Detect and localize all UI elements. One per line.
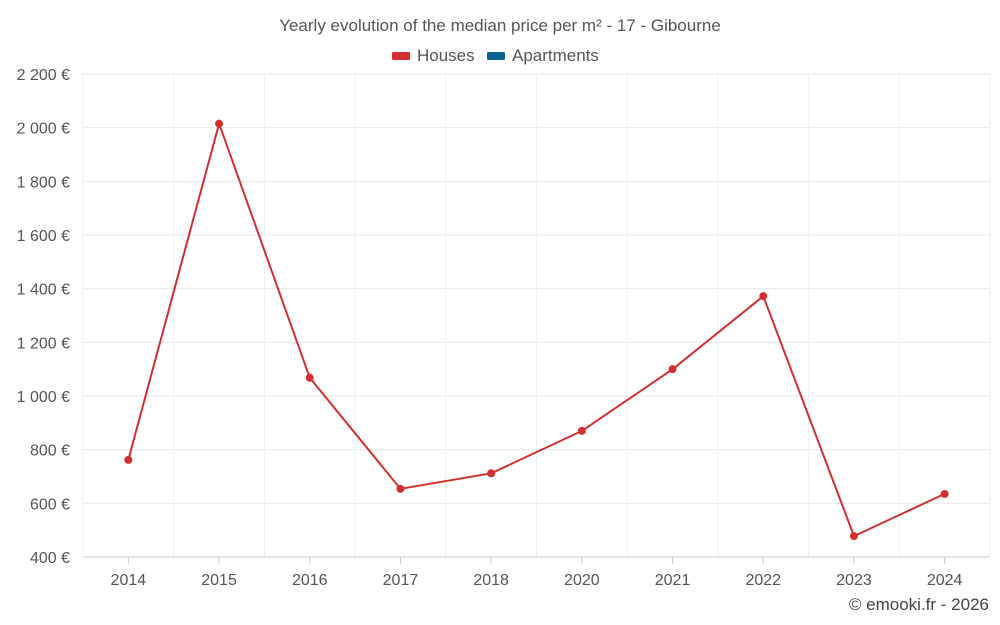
data-point-houses (759, 292, 768, 301)
data-point-houses (849, 532, 858, 541)
x-tick-label: 2014 (111, 572, 147, 589)
y-tick-label: 600 € (30, 496, 70, 513)
x-tick-label: 2018 (473, 572, 509, 589)
y-tick-label: 2 200 € (17, 67, 70, 84)
chart-title: Yearly evolution of the median price per… (279, 16, 721, 35)
x-tick-label: 2020 (564, 572, 600, 589)
y-tick-label: 2 000 € (17, 121, 70, 138)
y-tick-label: 1 400 € (17, 282, 70, 299)
series-layer (124, 119, 949, 541)
data-point-houses (487, 469, 496, 478)
data-point-houses (940, 489, 949, 498)
x-tick-label: 2017 (383, 572, 419, 589)
x-tick-label: 2022 (745, 572, 781, 589)
data-point-houses (577, 426, 586, 435)
y-tick-label: 1 800 € (17, 174, 70, 191)
data-point-houses (396, 484, 405, 493)
legend-label-apartments: Apartments (512, 46, 599, 65)
legend-swatch-apartments (487, 52, 505, 60)
series-line-houses (127, 122, 946, 538)
axes: 400 € 600 € 800 € 1 000 € 1 200 € 1 400 € 1 60… (17, 67, 990, 589)
x-tick-label: 2024 (927, 572, 963, 589)
legend-swatch-houses (392, 52, 410, 60)
legend-item-apartments[interactable]: Apartments (487, 46, 599, 65)
credit-text: © emooki.fr - 2026 (849, 595, 989, 614)
x-tick-label: 2015 (201, 572, 237, 589)
y-tick-label: 400 € (30, 550, 70, 567)
legend-item-houses[interactable]: Houses (392, 46, 475, 65)
data-point-houses (215, 119, 224, 128)
data-point-houses (305, 373, 314, 382)
y-tick-label: 800 € (30, 443, 70, 460)
legend: Houses Apartments (392, 46, 599, 65)
data-point-houses (668, 365, 677, 374)
x-tick-label: 2023 (836, 572, 872, 589)
data-point-houses (124, 455, 133, 464)
grid (82, 73, 991, 557)
x-tick-label: 2016 (292, 572, 328, 589)
legend-label-houses: Houses (417, 46, 475, 65)
x-tick-label: 2021 (655, 572, 691, 589)
y-tick-label: 1 600 € (17, 228, 70, 245)
y-tick-label: 1 000 € (17, 389, 70, 406)
y-tick-label: 1 200 € (17, 335, 70, 352)
